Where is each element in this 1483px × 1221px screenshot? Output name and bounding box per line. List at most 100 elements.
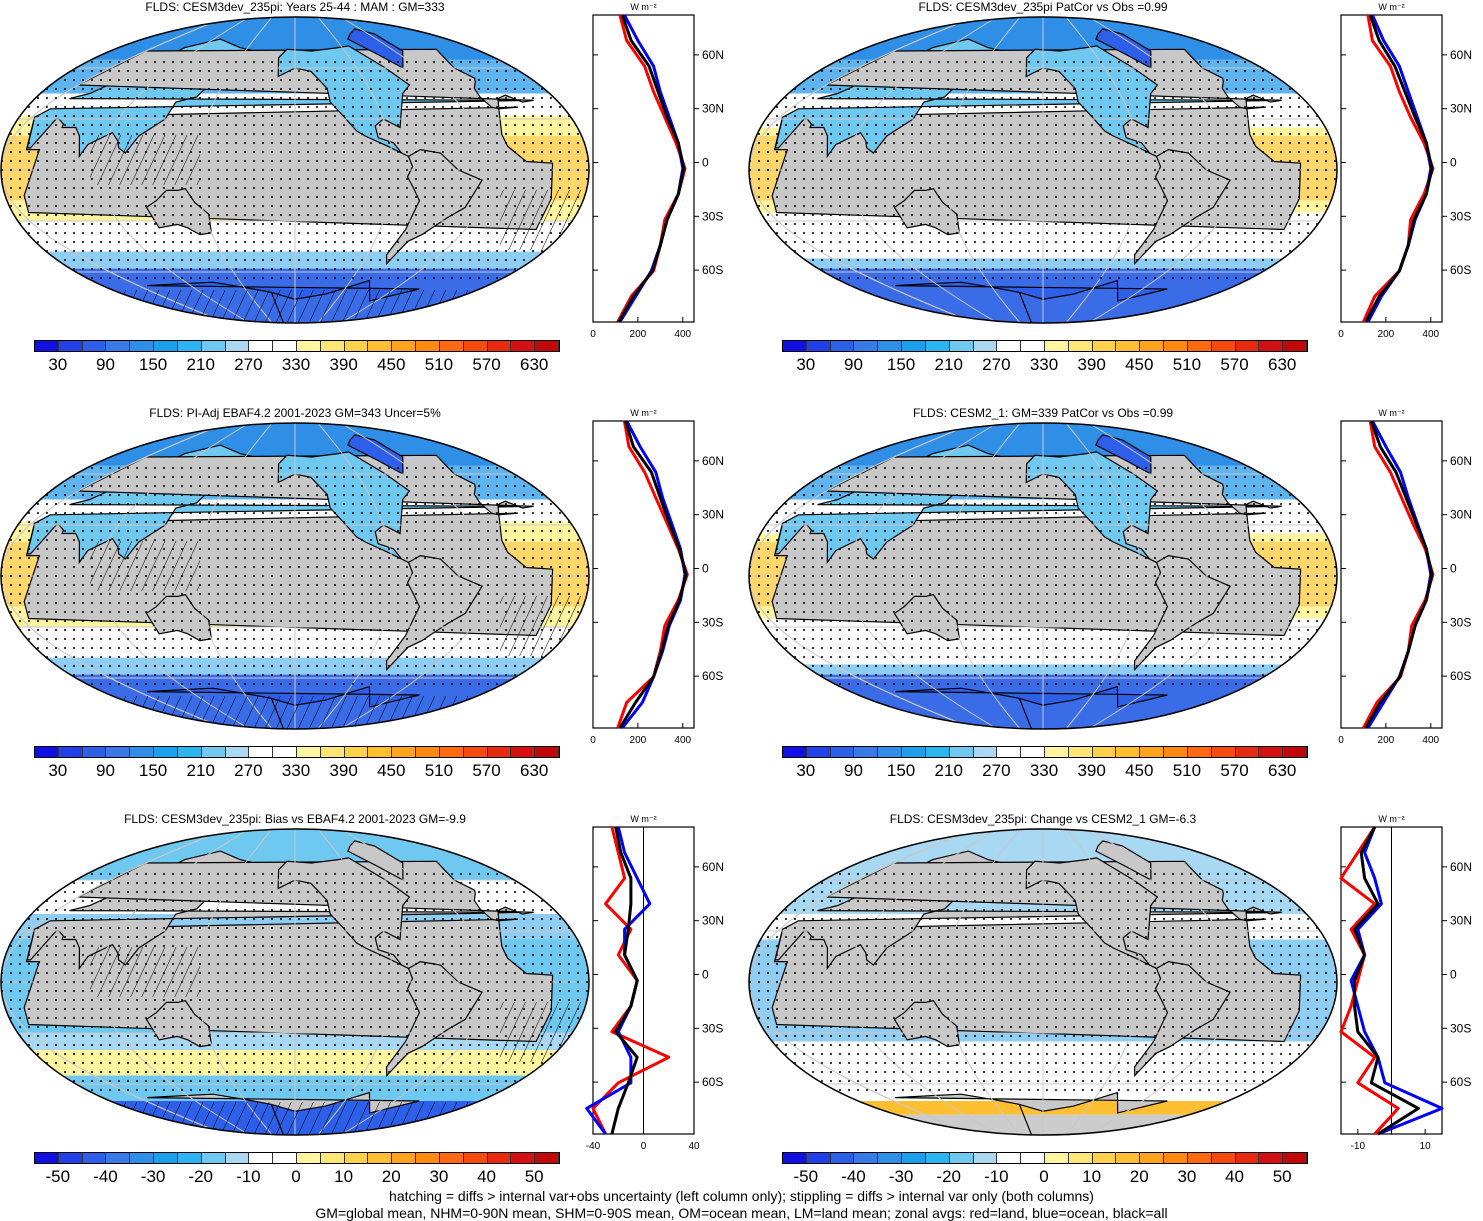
colorbar-label: 270 — [982, 355, 1011, 374]
zonal-average-plot: W m⁻² 60N 30N 0 30S 60S -40 0 40 — [585, 814, 724, 1152]
colorbar-segment — [783, 747, 807, 757]
colorbar-segment — [368, 747, 393, 757]
colorbar-segment — [463, 1153, 488, 1163]
panel-cesm3dev-mean: FLDS: CESM3dev_235pi: Years 25-44 : MAM … — [0, 0, 740, 405]
colorbar-segment — [58, 341, 83, 351]
colorbar-segment — [1045, 1153, 1069, 1163]
colorbar-segment — [806, 1153, 831, 1163]
colorbar-label: 210 — [934, 761, 963, 780]
panel-cesm2-mean: FLDS: CESM2_1: GM=339 PatCor vs Obs =0.9… — [748, 406, 1483, 811]
stippling-overlay — [749, 461, 1337, 691]
zonal-x-tick-label: 200 — [630, 329, 647, 340]
colorbar-label: 20 — [1129, 1167, 1149, 1186]
zonal-x-tick-label: 0 — [1338, 329, 1344, 340]
colorbar-label: 90 — [843, 761, 863, 780]
colorbar-segment — [1092, 747, 1117, 757]
colorbar-label: 0 — [291, 1167, 301, 1186]
colorbar-segment — [1021, 1153, 1045, 1163]
colorbar-segment — [1211, 747, 1236, 757]
colorbar-segment — [1211, 1153, 1236, 1163]
colorbar-segment — [1283, 341, 1307, 351]
colorbar-labels: -50 -40 -30 -20 -10 0 10 20 30 40 50 — [34, 1167, 558, 1189]
zonal-x-tick-label: -40 — [586, 1141, 601, 1152]
colorbar-label: 390 — [1077, 355, 1106, 374]
colorbar-label: 210 — [186, 761, 215, 780]
colorbar-segment — [130, 747, 155, 757]
colorbar-segment — [249, 747, 274, 757]
colorbar-segment — [439, 747, 464, 757]
panel-cesm3dev-patcor: FLDS: CESM3dev_235pi PatCor vs Obs =0.99… — [748, 0, 1483, 405]
colorbar-label: 450 — [377, 761, 406, 780]
zonal-x-tick-label: 200 — [1378, 735, 1395, 746]
colorbar-segment — [1259, 1153, 1284, 1163]
colorbar-label: 210 — [934, 355, 963, 374]
colorbar-segment — [320, 1153, 345, 1163]
colorbar-label: -20 — [936, 1167, 962, 1186]
colorbar-segment — [201, 747, 226, 757]
zonal-lat-tick-label: 30N — [702, 914, 724, 928]
colorbar-segment — [1235, 1153, 1260, 1163]
colorbar-segment — [106, 1153, 131, 1163]
colorbar-segment — [1164, 1153, 1188, 1163]
colorbar-segment — [487, 1153, 512, 1163]
colorbar-label: -40 — [841, 1167, 866, 1186]
zonal-lat-tick-label: 0 — [702, 156, 709, 170]
colorbar-segment — [416, 1153, 440, 1163]
colorbar-segment — [177, 341, 202, 351]
colorbar-segment — [154, 747, 178, 757]
hatching-overlay — [90, 947, 200, 997]
footer-line-definitions: GM=global mean, NHM=0-90N mean, SHM=0-90… — [315, 1205, 1168, 1221]
colorbar-label: 330 — [1029, 355, 1059, 374]
colorbar-label: 570 — [472, 761, 501, 780]
colorbar-labels: 30 90 150 210 270 330 390 450 510 570 630 — [782, 761, 1306, 783]
colorbar-segment — [368, 1153, 393, 1163]
colorbar-segment — [154, 341, 178, 351]
colorbar-segment — [58, 747, 83, 757]
colorbar-segment — [1187, 1153, 1212, 1163]
colorbar-segment — [878, 747, 903, 757]
stippling-overlay — [1, 461, 589, 691]
colorbar-segment — [854, 747, 879, 757]
colorbar-segment — [854, 1153, 879, 1163]
hatching-overlay — [500, 596, 589, 656]
colorbar — [34, 1152, 560, 1164]
zonal-line-ocean — [1349, 826, 1444, 1136]
map-outline — [0, 422, 590, 730]
colorbar-segment — [511, 747, 536, 757]
panel-bias-vs-ebaf: FLDS: CESM3dev_235pi: Bias vs EBAF4.2 20… — [0, 812, 740, 1217]
colorbar-label: 330 — [281, 761, 311, 780]
colorbar-segment — [344, 341, 369, 351]
zonal-lat-tick-label: 30S — [702, 615, 723, 629]
zonal-lat-tick-label: 60N — [1450, 48, 1472, 62]
zonal-lat-tick-label: 60S — [1450, 1075, 1471, 1089]
zonal-x-tick-label: 400 — [1422, 735, 1439, 746]
colorbar-segment — [1116, 1153, 1141, 1163]
colorbar-label: -20 — [188, 1167, 214, 1186]
robinson-map — [748, 828, 1338, 1136]
colorbar — [34, 746, 560, 758]
map-outline — [0, 16, 590, 324]
zonal-lat-tick-label: 30S — [1450, 615, 1471, 629]
colorbar-segment — [949, 747, 974, 757]
zonal-lat-tick-label: 60N — [702, 454, 724, 468]
colorbar-segment — [58, 1153, 83, 1163]
colorbar-segment — [82, 341, 107, 351]
colorbar-label: 450 — [1125, 761, 1154, 780]
zonal-lat-tick-label: 60N — [702, 48, 724, 62]
colorbar-segment — [487, 341, 512, 351]
colorbar-segment — [1140, 341, 1165, 351]
zonal-x-tick-label: 40 — [688, 1141, 700, 1152]
colorbar-segment — [806, 341, 831, 351]
zonal-x-tick-label: 200 — [1378, 329, 1395, 340]
zonal-lat-tick-label: 0 — [702, 562, 709, 576]
colorbar-segment — [902, 341, 926, 351]
zonal-line-all — [610, 826, 639, 1135]
colorbar-segment — [225, 747, 250, 757]
colorbar-label: 570 — [1220, 355, 1249, 374]
colorbar-segment — [949, 1153, 974, 1163]
colorbar-segment — [82, 1153, 107, 1163]
zonal-x-tick-label: 400 — [1422, 329, 1439, 340]
zonal-lat-tick-label: 60N — [702, 860, 724, 874]
colorbar-segment — [392, 1153, 417, 1163]
footer-line-hatching: hatching = diffs > internal var+obs unce… — [389, 1188, 1094, 1204]
